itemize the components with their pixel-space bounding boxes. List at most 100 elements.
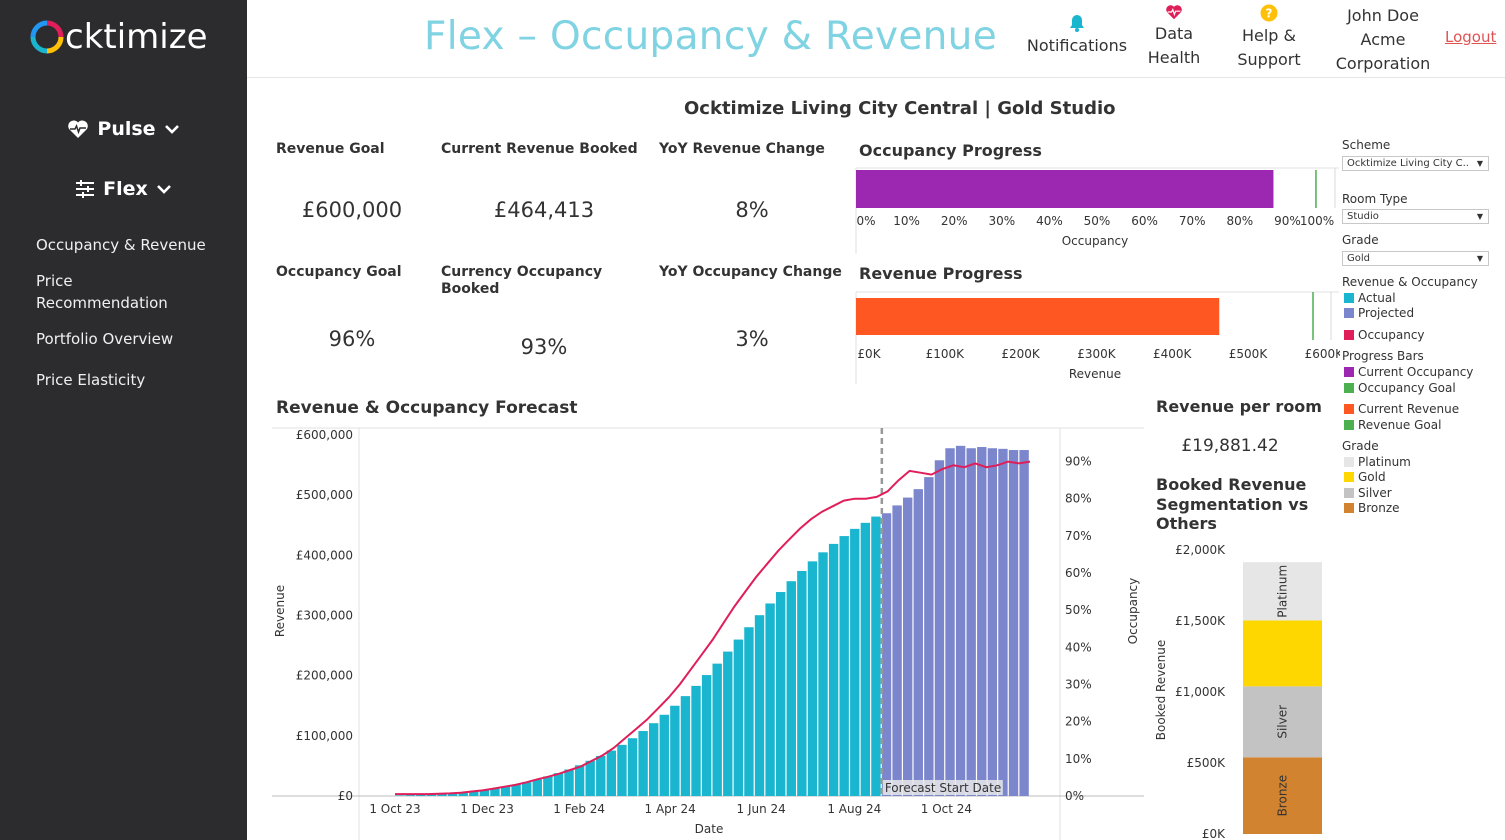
actual-bar bbox=[659, 714, 669, 796]
y2-tick-label: 90% bbox=[1065, 455, 1092, 469]
y2-tick-label: 80% bbox=[1065, 492, 1092, 506]
actual-bar bbox=[839, 536, 849, 796]
actual-bar bbox=[585, 760, 595, 796]
nav-flex-label: Flex bbox=[103, 178, 148, 200]
grade-label: Grade bbox=[1342, 233, 1379, 247]
actual-bar bbox=[405, 795, 415, 796]
sidebar-item-label: Portfolio Overview bbox=[36, 330, 174, 348]
segment-bronze bbox=[1243, 757, 1322, 834]
legend-item-occupancy: Occupancy bbox=[1344, 328, 1425, 342]
actual-bar bbox=[426, 794, 437, 796]
legend-swatch bbox=[1344, 488, 1354, 498]
legend-item-current-revenue: Current Revenue bbox=[1344, 402, 1459, 416]
sliders-icon bbox=[76, 180, 95, 198]
legend-item-projected: Projected bbox=[1344, 306, 1414, 320]
room-type-select[interactable]: Studio ▼ bbox=[1342, 209, 1489, 224]
sidebar-item-price-elasticity[interactable]: Price Elasticity bbox=[36, 369, 226, 391]
current-revenue-value: £464,413 bbox=[493, 198, 595, 222]
sidebar-item-portfolio-overview[interactable]: Portfolio Overview bbox=[36, 328, 226, 350]
logo-ring-icon bbox=[30, 20, 64, 54]
current-occupancy-value: 93% bbox=[520, 335, 568, 359]
actual-bar bbox=[617, 744, 627, 796]
sidebar-item-label: Price bbox=[36, 272, 73, 290]
grade-select[interactable]: Gold ▼ bbox=[1342, 251, 1489, 266]
actual-bar bbox=[532, 779, 542, 796]
actual-bar bbox=[680, 696, 691, 796]
legend-item-bronze: Bronze bbox=[1344, 501, 1400, 515]
y-tick-label: £1,000K bbox=[1175, 685, 1226, 699]
sidebar-item-label: Occupancy & Revenue bbox=[36, 236, 206, 254]
actual-bar bbox=[395, 795, 405, 796]
x-axis-label: Date bbox=[695, 822, 724, 836]
sidebar: cktimize Pulse Flex Occupancy & Revenue … bbox=[0, 0, 247, 840]
data-health-button[interactable]: Data Health bbox=[1135, 4, 1213, 70]
projected-bar bbox=[934, 460, 945, 796]
y-tick-label: £500,000 bbox=[296, 488, 353, 502]
projected-bar bbox=[903, 497, 913, 796]
x-tick-label: 1 Feb 24 bbox=[553, 802, 605, 816]
legend-label: Platinum bbox=[1358, 455, 1411, 469]
property-title: Ocktimize Living City Central | Gold Stu… bbox=[684, 98, 1116, 119]
actual-bar bbox=[850, 528, 860, 796]
company-name: Corporation bbox=[1335, 54, 1431, 73]
y-axis-label: Booked Revenue bbox=[1154, 640, 1168, 741]
data-health-label: Health bbox=[1147, 48, 1201, 67]
y-tick-label: £2,000K bbox=[1175, 543, 1226, 557]
chevron-down-icon bbox=[156, 185, 171, 194]
notifications-button[interactable]: Notifications bbox=[1025, 14, 1129, 58]
x-axis-label: Occupancy bbox=[1062, 234, 1129, 248]
legend-swatch bbox=[1344, 330, 1354, 340]
scheme-select[interactable]: Ocktimize Living City C.. ▼ bbox=[1342, 156, 1489, 171]
actual-bar bbox=[500, 786, 511, 796]
sidebar-item-occupancy-revenue[interactable]: Occupancy & Revenue bbox=[36, 234, 226, 256]
help-support-button[interactable]: ? Help & Support bbox=[1227, 4, 1311, 72]
actual-bar bbox=[416, 794, 426, 796]
x-axis-label: Revenue bbox=[1069, 367, 1121, 381]
y-tick-label: £300,000 bbox=[296, 609, 353, 623]
x-tick-label: 1 Oct 24 bbox=[921, 802, 972, 816]
actual-bar bbox=[447, 793, 458, 796]
occupancy-progress-title: Occupancy Progress bbox=[859, 141, 1042, 160]
legend-swatch bbox=[1344, 420, 1354, 430]
x-tick-label: 0% bbox=[856, 214, 875, 228]
legend-swatch bbox=[1344, 457, 1354, 467]
legend-swatch bbox=[1344, 293, 1354, 303]
yoy-occupancy-value: 3% bbox=[735, 327, 769, 351]
x-tick-label: 1 Oct 23 bbox=[369, 802, 420, 816]
header: Flex – Occupancy & Revenue Notifications… bbox=[247, 0, 1505, 78]
actual-bar bbox=[871, 516, 881, 796]
actual-bar bbox=[786, 581, 796, 796]
legend-label: Actual bbox=[1358, 291, 1396, 305]
user-account[interactable]: John Doe Acme Corporation bbox=[1327, 4, 1439, 76]
revenue-per-room-label: Revenue per room bbox=[1156, 397, 1322, 416]
actual-bar bbox=[606, 750, 617, 796]
x-tick-label: £600K bbox=[1305, 347, 1340, 361]
nav-flex[interactable]: Flex bbox=[0, 178, 247, 200]
segmentation-title-line: Others bbox=[1156, 514, 1217, 533]
legend-swatch bbox=[1344, 404, 1354, 414]
actual-bar bbox=[574, 765, 585, 796]
actual-bar bbox=[860, 522, 871, 796]
actual-bar bbox=[828, 543, 839, 796]
projected-bar bbox=[881, 513, 892, 796]
legend-item-revenue-goal: Revenue Goal bbox=[1344, 418, 1441, 432]
actual-bar bbox=[765, 603, 775, 796]
x-tick-label: 20% bbox=[941, 214, 968, 228]
company-name: Acme bbox=[1360, 30, 1406, 49]
legend-swatch bbox=[1344, 383, 1354, 393]
revenue-progress-chart: £0K £100K £200K £300K £400K £500K £600K Revenue bbox=[855, 291, 1340, 384]
actual-bar bbox=[691, 685, 701, 796]
segmentation-chart: £0K £500K £1,000K £1,500K £2,000K Booked Reve… bbox=[1154, 543, 1322, 840]
projected-bar bbox=[924, 477, 934, 796]
actual-bar bbox=[543, 776, 553, 796]
legend-swatch bbox=[1344, 308, 1354, 318]
occupancy-line bbox=[395, 460, 1031, 796]
logo[interactable]: cktimize bbox=[30, 14, 208, 60]
segment-gold bbox=[1243, 620, 1322, 687]
sidebar-item-price-recommendation[interactable]: Price Recommendation bbox=[36, 270, 226, 314]
x-tick-label: £500K bbox=[1229, 347, 1269, 361]
nav-pulse[interactable]: Pulse bbox=[0, 118, 247, 140]
legend-item-occupancy-goal: Occupancy Goal bbox=[1344, 381, 1456, 395]
segment-label: Silver bbox=[1276, 705, 1290, 739]
logout-link[interactable]: Logout bbox=[1445, 28, 1497, 46]
